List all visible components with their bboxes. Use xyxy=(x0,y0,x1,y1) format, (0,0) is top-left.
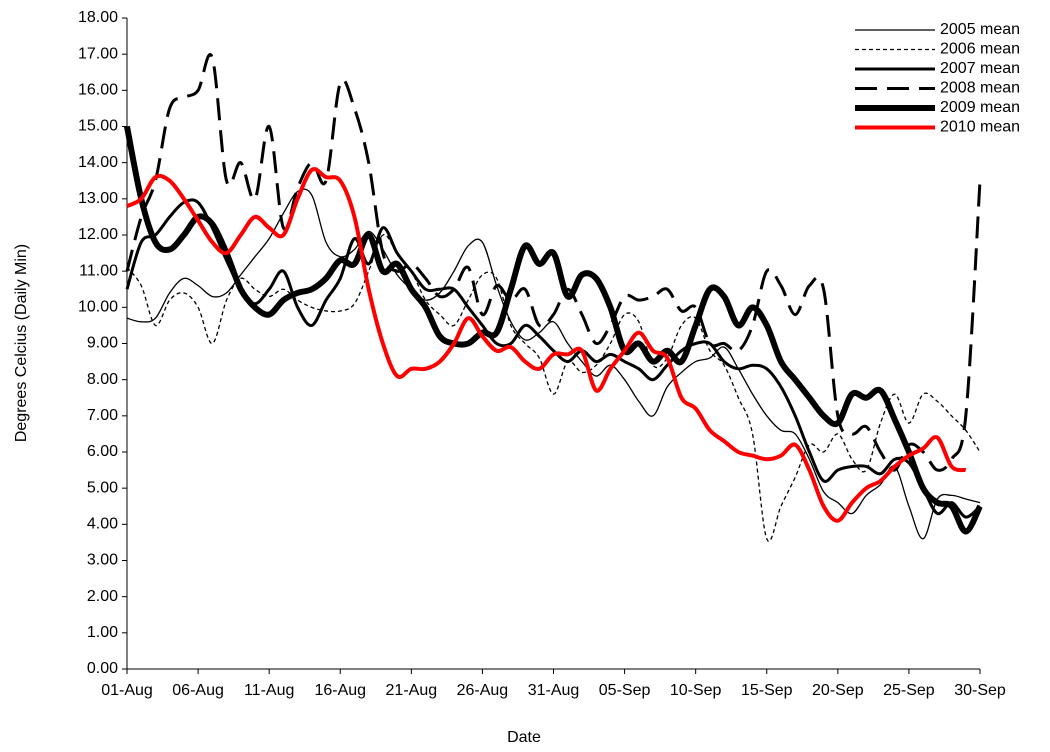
y-tick-label: 5.00 xyxy=(87,479,118,496)
x-tick-label: 01-Aug xyxy=(101,682,153,699)
legend-label: 2007 mean xyxy=(940,60,1020,77)
x-tick-label: 26-Aug xyxy=(457,682,509,699)
y-tick-label: 12.00 xyxy=(78,226,118,243)
legend-label: 2008 mean xyxy=(940,80,1020,97)
y-tick-label: 9.00 xyxy=(87,335,118,352)
legend-label: 2005 mean xyxy=(940,21,1020,38)
legend-label: 2010 mean xyxy=(940,119,1020,136)
legend-label: 2006 mean xyxy=(940,41,1020,58)
y-tick-label: 11.00 xyxy=(79,262,118,279)
y-tick-label: 13.00 xyxy=(78,190,118,207)
series-line xyxy=(126,188,981,540)
y-tick-label: 0.00 xyxy=(87,660,118,677)
x-tick-label: 25-Sep xyxy=(883,682,935,699)
y-tick-label: 4.00 xyxy=(87,516,118,533)
x-tick-label: 20-Sep xyxy=(812,682,864,699)
y-tick-label: 7.00 xyxy=(87,407,118,424)
y-tick-label: 18.00 xyxy=(78,9,118,26)
y-tick-label: 1.00 xyxy=(87,624,118,641)
x-tick-label: 05-Sep xyxy=(599,682,651,699)
y-tick-label: 8.00 xyxy=(87,371,118,388)
y-tick-label: 3.00 xyxy=(87,552,118,569)
y-axis-title: Degrees Celcius (Daily Min) xyxy=(13,244,30,442)
series-line xyxy=(125,53,982,472)
x-tick-label: 16-Aug xyxy=(314,682,366,699)
legend-label: 2009 mean xyxy=(940,99,1020,116)
y-tick-label: 6.00 xyxy=(87,443,118,460)
series-line xyxy=(126,234,981,542)
x-tick-label: 21-Aug xyxy=(386,682,438,699)
y-tick-label: 2.00 xyxy=(87,588,118,605)
x-tick-label: 31-Aug xyxy=(528,682,580,699)
x-tick-label: 30-Sep xyxy=(954,682,1006,699)
x-tick-label: 15-Sep xyxy=(741,682,793,699)
x-tick-label: 10-Sep xyxy=(670,682,722,699)
y-tick-label: 17.00 xyxy=(78,45,118,62)
x-tick-label: 11-Aug xyxy=(244,682,294,699)
y-tick-label: 15.00 xyxy=(78,118,118,135)
x-tick-label: 06-Aug xyxy=(172,682,224,699)
series-line xyxy=(125,198,982,519)
x-axis-title: Date xyxy=(507,729,541,746)
series-line xyxy=(126,167,967,523)
y-tick-label: 10.00 xyxy=(78,299,118,316)
y-tick-label: 14.00 xyxy=(78,154,118,171)
y-tick-label: 16.00 xyxy=(78,82,118,99)
series-line xyxy=(124,125,983,535)
